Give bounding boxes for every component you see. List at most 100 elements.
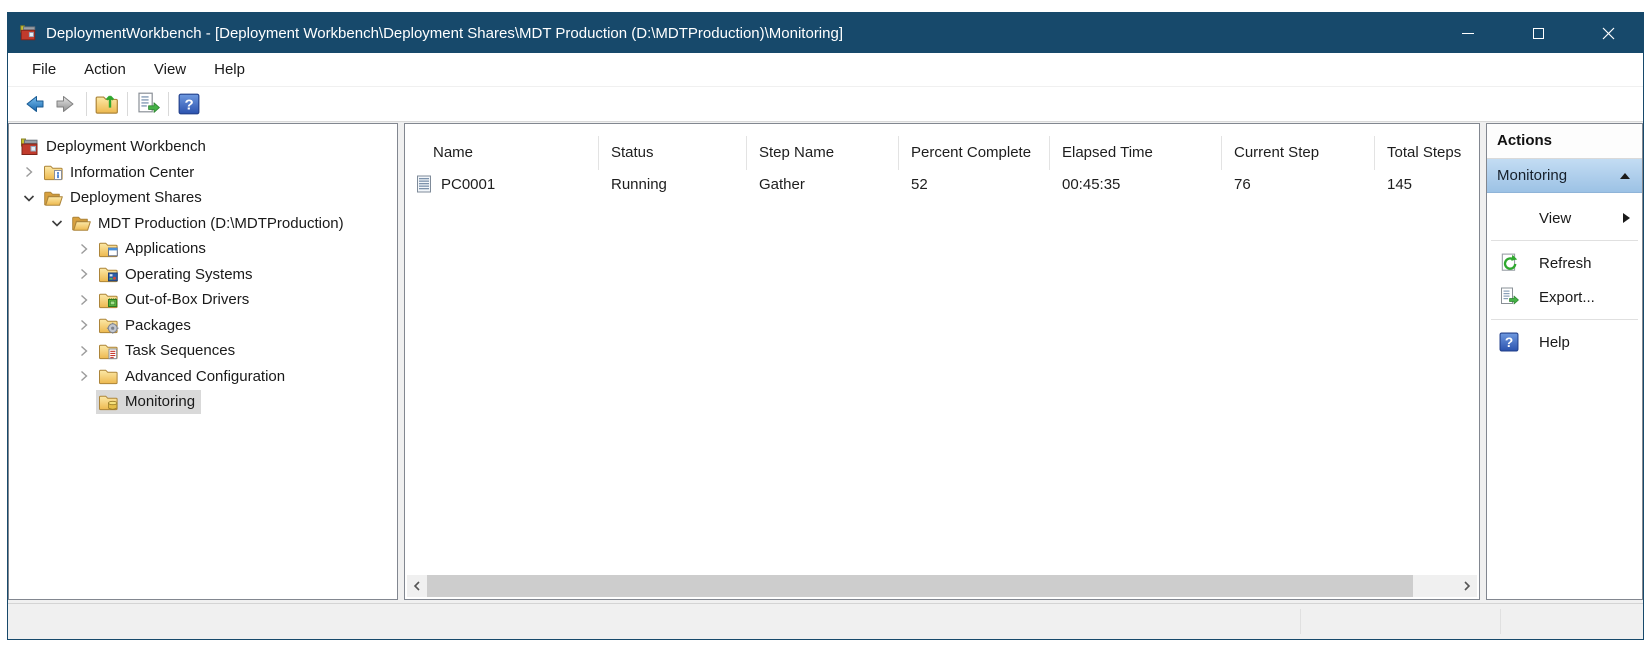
scroll-left-button[interactable] — [407, 575, 427, 597]
menubar: File Action View Help — [8, 53, 1643, 87]
tree-item-out-of-box-drivers[interactable]: Out-of-Box Drivers — [9, 287, 397, 313]
tree-item-label: Packages — [125, 316, 191, 334]
export-list-icon — [138, 92, 160, 114]
forward-arrow-icon — [56, 96, 74, 112]
column-header-name[interactable]: Name — [405, 136, 599, 170]
action-item-label: Export... — [1539, 288, 1595, 306]
tree-item-deployment-shares[interactable]: Deployment Shares — [9, 185, 397, 211]
up-one-level-button[interactable] — [91, 89, 123, 119]
tree-item-advanced-configuration[interactable]: Advanced Configuration — [9, 364, 397, 390]
collapse-icon — [1620, 172, 1630, 179]
tree-item-information-center[interactable]: Information Center — [9, 160, 397, 186]
workbench-icon — [21, 138, 38, 155]
chevron-right-icon[interactable] — [72, 240, 96, 258]
actions-separator — [1491, 319, 1638, 320]
column-header-total-steps[interactable]: Total Steps — [1387, 144, 1462, 161]
statusbar-separator — [1300, 609, 1301, 634]
actions-group-monitoring[interactable]: Monitoring — [1487, 159, 1642, 193]
table-row[interactable]: PC0001 Running Gather 52 00:45:35 76 145 — [405, 170, 1479, 198]
scroll-left-icon — [413, 581, 420, 591]
cell-elapsed-time: 00:45:35 — [1062, 175, 1121, 193]
chevron-down-icon[interactable] — [45, 214, 69, 232]
chevron-right-icon[interactable] — [72, 265, 96, 283]
tree-item-applications[interactable]: Applications — [9, 236, 397, 262]
cell-step-name: Gather — [759, 175, 805, 193]
open-folder-icon — [44, 191, 63, 206]
tree-item-packages[interactable]: Packages — [9, 313, 397, 339]
chevron-right-icon[interactable] — [17, 163, 41, 181]
folder-applications-icon — [99, 242, 118, 257]
computer-report-icon — [417, 175, 431, 193]
chevron-right-icon[interactable] — [72, 316, 96, 334]
help-icon — [178, 93, 200, 115]
folder-os-icon — [99, 267, 118, 283]
folder-drivers-icon — [99, 293, 118, 308]
column-header-status[interactable]: Status — [599, 136, 747, 170]
cell-name: PC0001 — [405, 175, 599, 193]
toolbar — [8, 87, 1643, 122]
window-controls — [1433, 13, 1643, 53]
action-item-view[interactable]: View — [1487, 201, 1642, 235]
tree-item-label: Advanced Configuration — [125, 367, 286, 385]
column-header-percent-complete[interactable]: Percent Complete — [899, 136, 1050, 170]
actions-pane-title: Actions — [1487, 124, 1642, 159]
chevron-right-icon[interactable] — [72, 342, 96, 360]
folder-info-icon — [44, 165, 63, 181]
cell-total-steps: 145 — [1387, 175, 1413, 193]
folder-up-icon — [95, 95, 118, 114]
chevron-right-icon[interactable] — [72, 367, 96, 385]
menu-view[interactable]: View — [153, 61, 187, 78]
folder-packages-icon — [99, 318, 119, 335]
column-header-elapsed-time[interactable]: Elapsed Time — [1050, 136, 1222, 170]
actions-pane: Actions Monitoring View Refresh Export..… — [1486, 123, 1643, 600]
folder-tasks-icon — [99, 344, 118, 359]
action-item-help[interactable]: Help — [1487, 325, 1642, 359]
tree-item-operating-systems[interactable]: Operating Systems — [9, 262, 397, 288]
tree-item-label: Out-of-Box Drivers — [125, 291, 250, 309]
tree-item-mdt-production[interactable]: MDT Production (D:\MDTProduction) — [9, 211, 397, 237]
scroll-right-icon — [1464, 581, 1471, 591]
tree-item-deployment-workbench[interactable]: Deployment Workbench — [9, 134, 397, 160]
toolbar-separator — [127, 92, 128, 116]
menu-help[interactable]: Help — [214, 61, 245, 78]
scrollbar-thumb[interactable] — [427, 575, 1413, 597]
content-area: Deployment Workbench Information Center — [8, 122, 1643, 603]
action-item-label: View — [1539, 209, 1572, 227]
chevron-down-icon[interactable] — [17, 189, 41, 207]
app-icon — [20, 25, 36, 41]
action-item-refresh[interactable]: Refresh — [1487, 246, 1642, 280]
actions-separator — [1491, 240, 1638, 241]
tree-item-task-sequences[interactable]: Task Sequences — [9, 338, 397, 364]
maximize-button[interactable] — [1503, 13, 1573, 53]
tree-item-monitoring[interactable]: Monitoring — [9, 389, 397, 415]
help-toolbar-button[interactable] — [173, 89, 205, 119]
horizontal-scrollbar[interactable] — [407, 575, 1477, 597]
tree-item-label: Information Center — [70, 163, 195, 181]
cell-current-step: 76 — [1234, 175, 1251, 193]
cell-name-text: PC0001 — [441, 175, 496, 193]
folder-icon — [99, 369, 118, 385]
column-header-current-step[interactable]: Current Step — [1222, 136, 1375, 170]
menu-action[interactable]: Action — [84, 61, 126, 78]
back-button[interactable] — [18, 89, 50, 119]
submenu-arrow-icon — [1623, 213, 1630, 223]
close-button[interactable] — [1573, 13, 1643, 53]
folder-monitoring-icon — [99, 395, 118, 410]
column-header-step-name[interactable]: Step Name — [747, 136, 899, 170]
export-list-button[interactable] — [132, 89, 164, 119]
minimize-button[interactable] — [1433, 13, 1503, 53]
chevron-right-icon[interactable] — [72, 291, 96, 309]
tree-item-label: Deployment Shares — [70, 189, 202, 207]
scroll-right-button[interactable] — [1457, 575, 1477, 597]
results-pane: Name Status Step Name Percent Complete E… — [404, 123, 1480, 600]
titlebar: DeploymentWorkbench - [Deployment Workbe… — [8, 13, 1643, 53]
statusbar-separator — [1500, 609, 1501, 634]
tree-item-label: Applications — [125, 240, 206, 258]
menu-file[interactable]: File — [32, 61, 57, 78]
forward-button[interactable] — [50, 89, 82, 119]
tree-item-label: Operating Systems — [125, 265, 253, 283]
action-item-export[interactable]: Export... — [1487, 280, 1642, 314]
minimize-icon — [1462, 32, 1474, 34]
tree-item-label: Task Sequences — [125, 342, 236, 360]
toolbar-separator — [86, 92, 87, 116]
